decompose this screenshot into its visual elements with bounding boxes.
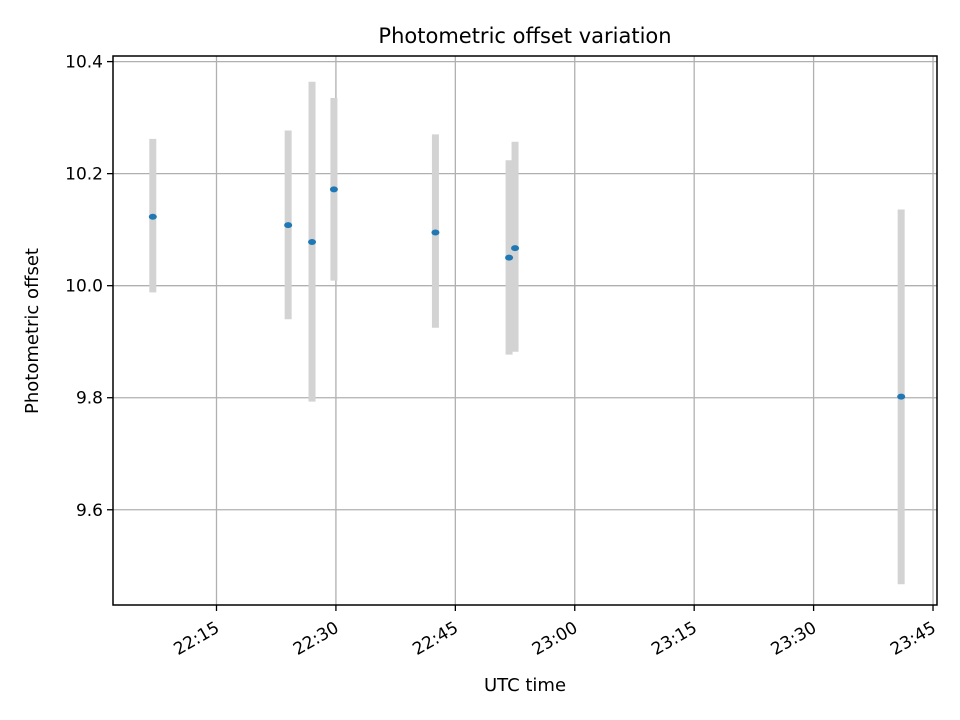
x-tick-label: 23:30: [768, 618, 820, 660]
x-tick-label: 23:45: [887, 618, 939, 660]
x-axis-label: UTC time: [484, 675, 566, 696]
y-tick-label: 10.0: [65, 277, 103, 297]
y-axis-label: Photometric offset: [22, 248, 43, 414]
x-tick-label: 22:45: [409, 618, 461, 660]
y-axis-ticks: 9.6 9.8 10.0 10.2 10.4: [65, 53, 113, 521]
y-tick-label: 9.6: [76, 501, 103, 521]
x-tick-label: 23:15: [648, 618, 700, 660]
x-tick-label: 22:30: [290, 618, 342, 660]
data-point: [505, 254, 514, 261]
y-tick-label: 9.8: [76, 389, 103, 409]
chart-title: Photometric offset variation: [378, 24, 671, 48]
grid-layer: [113, 56, 937, 605]
x-tick-label: 22:15: [171, 618, 223, 660]
data-point: [897, 393, 906, 400]
data-point: [511, 245, 520, 252]
y-tick-label: 10.4: [65, 53, 103, 73]
y-tick-label: 10.2: [65, 165, 103, 185]
data-point: [148, 213, 157, 220]
data-point: [284, 222, 293, 229]
x-tick-label: 23:00: [529, 618, 581, 660]
point-layer: [148, 186, 906, 400]
errorbar-layer: [149, 81, 905, 585]
x-axis-ticks: 22:15 22:30 22:45 23:00 23:15 23:30 23:45: [171, 605, 940, 660]
data-point: [431, 229, 440, 236]
data-point: [308, 238, 317, 245]
plot-frame: [112, 55, 938, 606]
data-point: [329, 186, 338, 193]
